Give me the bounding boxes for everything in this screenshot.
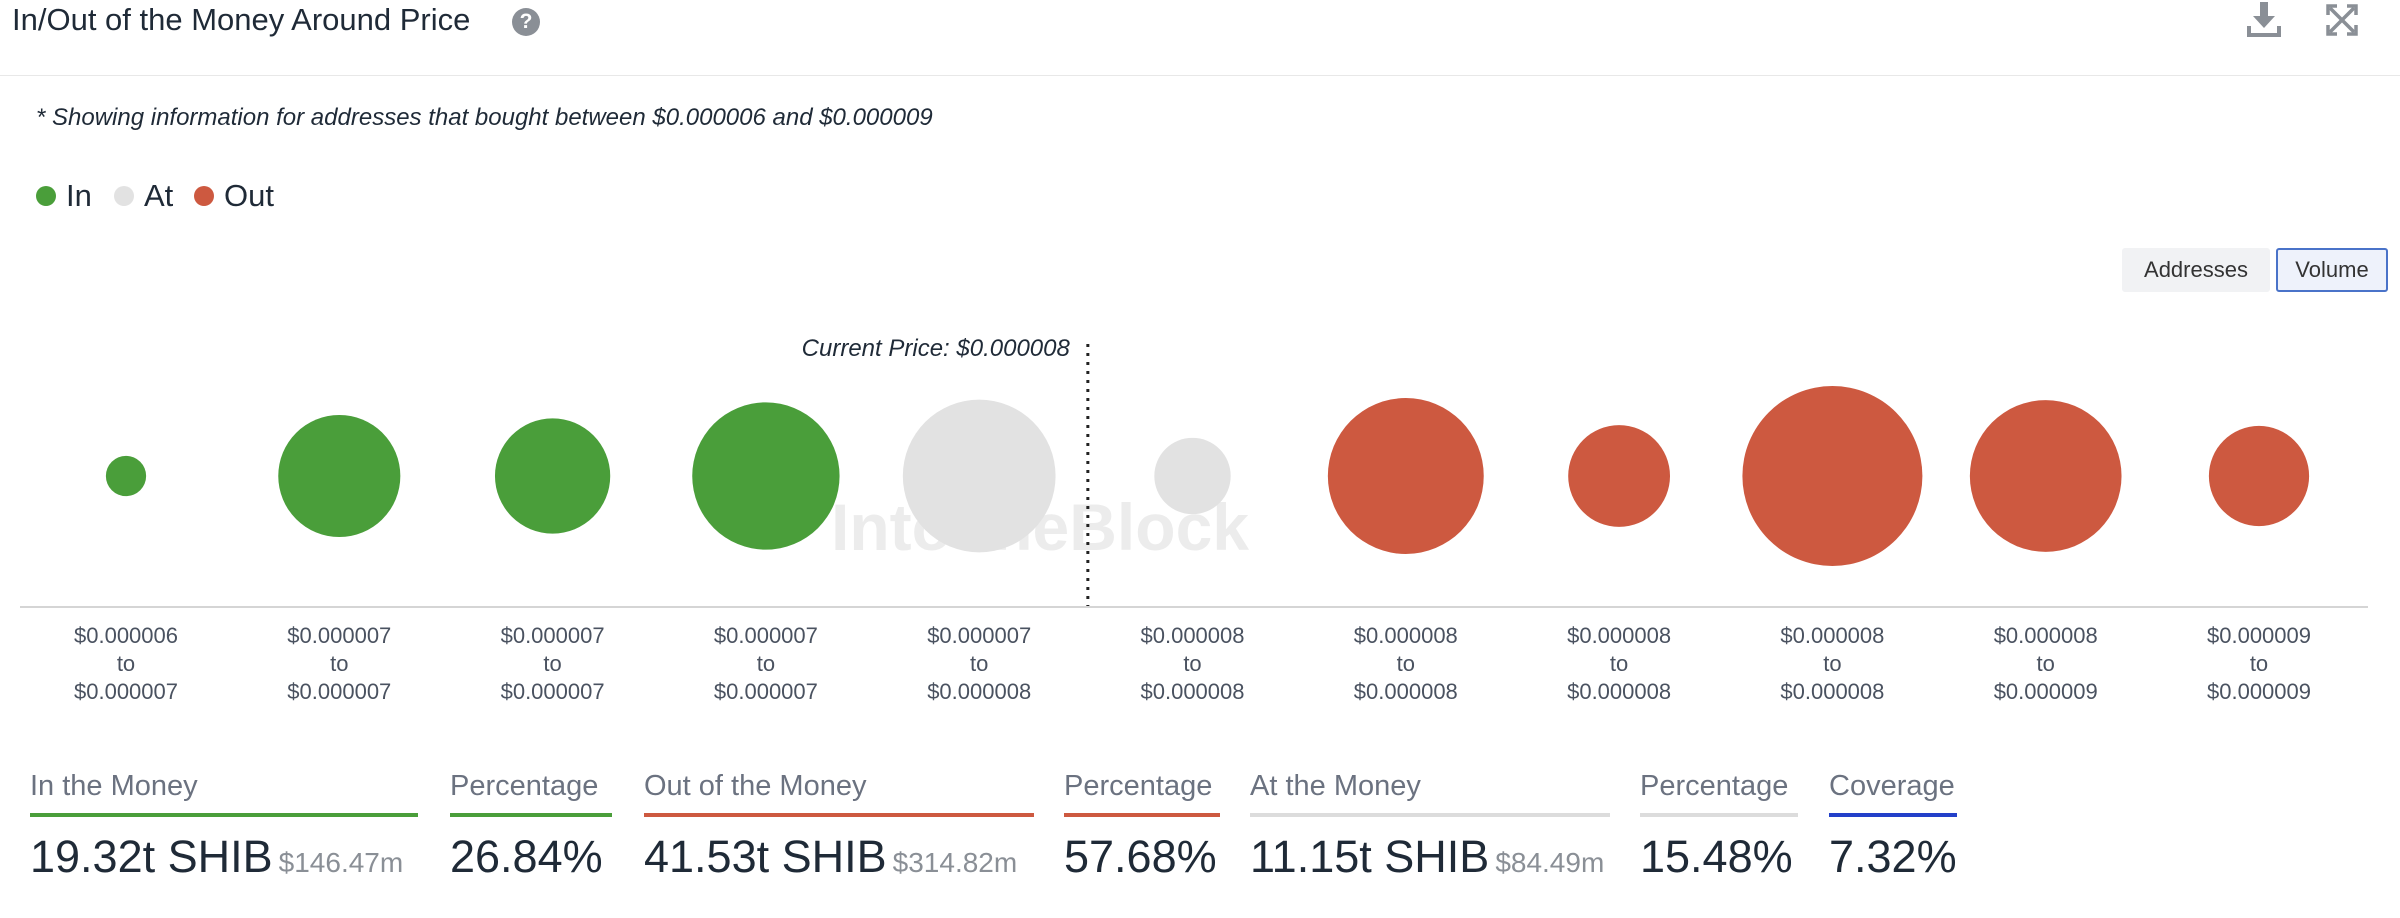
x-tick-label: $0.000007	[287, 679, 391, 704]
volume-toggle-button[interactable]: Volume	[2276, 248, 2388, 292]
x-tick-label: $0.000009	[2207, 679, 2311, 704]
x-tick-label: $0.000008	[1141, 623, 1245, 648]
stat-value-in-pct: 26.84%	[450, 831, 603, 882]
x-tick-label: to	[757, 651, 775, 676]
x-tick-label: to	[1397, 651, 1415, 676]
x-tick-label: to	[117, 651, 135, 676]
x-tick-label: to	[1610, 651, 1628, 676]
stat-value-at-pct: 15.48%	[1640, 831, 1793, 882]
bubble-out	[1327, 398, 1484, 554]
stat-label-coverage: Coverage	[1829, 770, 1957, 817]
bubble-in	[494, 418, 611, 534]
legend-label-at: At	[144, 178, 174, 213]
download-icon[interactable]	[2244, 0, 2284, 40]
x-tick-label: $0.000008	[927, 679, 1031, 704]
range-note: * Showing information for addresses that…	[36, 104, 933, 131]
x-tick-label: $0.000008	[1141, 679, 1245, 704]
stat-out-of-the-money: Out of the Money 41.53t SHIB $314.82m	[644, 770, 1034, 883]
bubble-out	[1969, 400, 2122, 552]
x-tick-label: $0.000008	[1354, 623, 1458, 648]
x-tick-label: $0.000007	[501, 623, 605, 648]
stat-in-the-money: In the Money 19.32t SHIB $146.47m	[30, 770, 418, 883]
stat-value-at: 11.15t SHIB $84.49m	[1250, 831, 1610, 883]
stat-out-percentage: Percentage 57.68%	[1064, 770, 1220, 883]
stat-label-out-pct: Percentage	[1064, 770, 1220, 817]
stat-amount-at: 11.15t SHIB	[1250, 831, 1490, 882]
chart-header: In/Out of the Money Around Price ?	[0, 0, 2400, 76]
legend-dot-out	[194, 186, 214, 206]
x-tick-label: $0.000008	[1354, 679, 1458, 704]
legend-item-in[interactable]: In	[36, 178, 92, 214]
bubble-in	[105, 455, 147, 497]
x-tick-label: $0.000008	[1567, 623, 1671, 648]
x-tick-label: $0.000007	[714, 623, 818, 648]
legend-label-in: In	[66, 178, 92, 213]
bubble-at	[1154, 437, 1231, 515]
bubble-out	[1568, 425, 1671, 527]
stat-label-out: Out of the Money	[644, 770, 1034, 817]
x-tick-label: $0.000008	[1780, 679, 1884, 704]
legend-label-out: Out	[224, 178, 274, 213]
x-tick-label: to	[543, 651, 561, 676]
question-circle-icon[interactable]: ?	[512, 8, 540, 36]
x-tick-label: $0.000008	[1567, 679, 1671, 704]
stat-label-in-pct: Percentage	[450, 770, 612, 817]
x-tick-label: $0.000009	[2207, 623, 2311, 648]
stat-at-the-money: At the Money 11.15t SHIB $84.49m	[1250, 770, 1610, 883]
current-price-label: Current Price: $0.000008	[802, 335, 1071, 362]
expand-icon[interactable]	[2322, 0, 2362, 40]
chart-title: In/Out of the Money Around Price	[12, 2, 471, 37]
bubble-out	[2208, 425, 2310, 527]
stat-amount-in: 19.32t SHIB	[30, 831, 273, 882]
legend-item-at[interactable]: At	[114, 178, 173, 214]
x-tick-label: to	[2250, 651, 2268, 676]
x-tick-label: $0.000007	[927, 623, 1031, 648]
x-tick-label: to	[2037, 651, 2055, 676]
stat-label-at: At the Money	[1250, 770, 1610, 817]
stat-label-in: In the Money	[30, 770, 418, 817]
stat-value-out: 41.53t SHIB $314.82m	[644, 831, 1034, 883]
x-tick-label: $0.000006	[74, 623, 178, 648]
x-tick-label: $0.000008	[1994, 623, 2098, 648]
stat-usd-out: $314.82m	[892, 847, 1018, 878]
x-tick-label: to	[330, 651, 348, 676]
x-tick-label: $0.000007	[74, 679, 178, 704]
x-tick-label: $0.000007	[287, 623, 391, 648]
bubble-at	[902, 399, 1056, 553]
addresses-toggle-button[interactable]: Addresses	[2122, 248, 2270, 292]
x-tick-label: $0.000007	[714, 679, 818, 704]
x-tick-label: $0.000007	[501, 679, 605, 704]
x-tick-label: to	[1183, 651, 1201, 676]
stat-amount-out: 41.53t SHIB	[644, 831, 887, 882]
bubble-out	[1742, 386, 1923, 566]
x-tick-label: $0.000008	[1780, 623, 1884, 648]
stat-coverage: Coverage 7.32%	[1829, 770, 1957, 883]
stat-label-at-pct: Percentage	[1640, 770, 1798, 817]
legend-item-out[interactable]: Out	[194, 178, 274, 214]
stat-at-percentage: Percentage 15.48%	[1640, 770, 1798, 883]
legend-dot-in	[36, 186, 56, 206]
stat-in-percentage: Percentage 26.84%	[450, 770, 612, 883]
x-tick-label: to	[1823, 651, 1841, 676]
x-tick-label: $0.000009	[1994, 679, 2098, 704]
stat-value-out-pct: 57.68%	[1064, 831, 1217, 882]
stat-value-in: 19.32t SHIB $146.47m	[30, 831, 418, 883]
stat-usd-at: $84.49m	[1495, 847, 1605, 878]
bubble-in	[692, 402, 840, 550]
x-tick-label: to	[970, 651, 988, 676]
stat-value-coverage: 7.32%	[1829, 831, 1957, 882]
bubble-in	[278, 414, 401, 538]
stat-usd-in: $146.47m	[278, 847, 404, 878]
legend-dot-at	[114, 186, 134, 206]
